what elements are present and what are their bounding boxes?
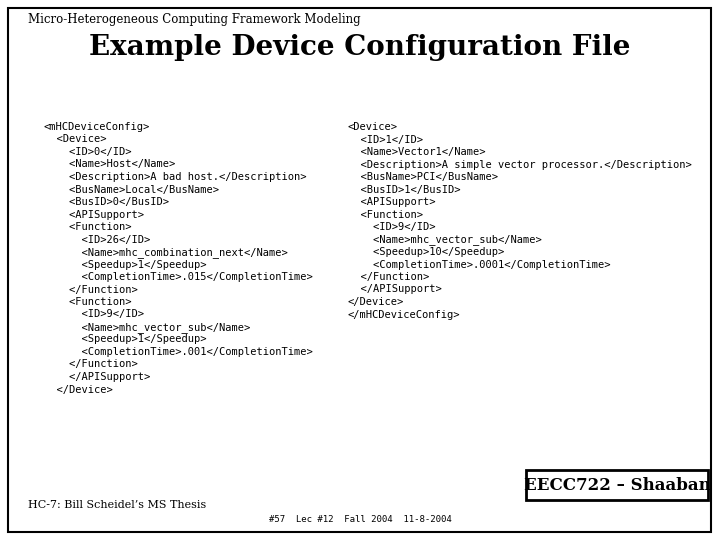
Text: </APISupport>: </APISupport> (44, 372, 150, 382)
Text: <Name>mhc_combination_next</Name>: <Name>mhc_combination_next</Name> (44, 247, 288, 258)
Text: </Function>: </Function> (44, 285, 138, 294)
Text: <Description>A simple vector processor.</Description>: <Description>A simple vector processor.<… (348, 159, 692, 170)
Text: <Function>: <Function> (348, 210, 423, 219)
Text: <Device>: <Device> (44, 134, 107, 145)
Text: <APISupport>: <APISupport> (348, 197, 436, 207)
Text: <Speedup>1</Speedup>: <Speedup>1</Speedup> (44, 334, 207, 345)
FancyBboxPatch shape (8, 8, 711, 532)
Text: <CompletionTime>.015</CompletionTime>: <CompletionTime>.015</CompletionTime> (44, 272, 312, 282)
Text: Example Device Configuration File: Example Device Configuration File (89, 34, 631, 61)
Text: <BusID>0</BusID>: <BusID>0</BusID> (44, 197, 169, 207)
FancyBboxPatch shape (526, 470, 708, 500)
Text: <Name>Host</Name>: <Name>Host</Name> (44, 159, 175, 170)
Text: <Name>Vector1</Name>: <Name>Vector1</Name> (348, 147, 485, 157)
Text: <Speedup>10</Speedup>: <Speedup>10</Speedup> (348, 247, 504, 257)
Text: <ID>0</ID>: <ID>0</ID> (44, 147, 132, 157)
Text: </Function>: </Function> (348, 272, 429, 282)
Text: <BusName>PCI</BusName>: <BusName>PCI</BusName> (348, 172, 498, 182)
Text: <Description>A bad host.</Description>: <Description>A bad host.</Description> (44, 172, 307, 182)
Text: <Speedup>1</Speedup>: <Speedup>1</Speedup> (44, 260, 207, 269)
Text: <Function>: <Function> (44, 222, 132, 232)
Text: <ID>9</ID>: <ID>9</ID> (348, 222, 436, 232)
Text: HC-7: Bill Scheidel’s MS Thesis: HC-7: Bill Scheidel’s MS Thesis (28, 500, 206, 510)
Text: <Name>mhc_vector_sub</Name>: <Name>mhc_vector_sub</Name> (44, 322, 251, 333)
Text: </Device>: </Device> (348, 297, 404, 307)
Text: <BusName>Local</BusName>: <BusName>Local</BusName> (44, 185, 219, 194)
Text: Micro-Heterogeneous Computing Framework Modeling: Micro-Heterogeneous Computing Framework … (28, 13, 361, 26)
Text: <Device>: <Device> (348, 122, 398, 132)
Text: #57  Lec #12  Fall 2004  11-8-2004: #57 Lec #12 Fall 2004 11-8-2004 (269, 515, 451, 524)
Text: <Name>mhc_vector_sub</Name>: <Name>mhc_vector_sub</Name> (348, 234, 541, 245)
Text: EECC722 – Shaaban: EECC722 – Shaaban (523, 476, 711, 494)
Text: </Device>: </Device> (44, 384, 113, 395)
Text: <CompletionTime>.001</CompletionTime>: <CompletionTime>.001</CompletionTime> (44, 347, 312, 357)
Text: <BusID>1</BusID>: <BusID>1</BusID> (348, 185, 461, 194)
Text: <ID>26</ID>: <ID>26</ID> (44, 234, 150, 245)
Text: </Function>: </Function> (44, 360, 138, 369)
Text: <APISupport>: <APISupport> (44, 210, 144, 219)
Text: </APISupport>: </APISupport> (348, 285, 442, 294)
Text: <ID>1</ID>: <ID>1</ID> (348, 134, 423, 145)
Text: <mHCDeviceConfig>: <mHCDeviceConfig> (44, 122, 150, 132)
Text: </mHCDeviceConfig>: </mHCDeviceConfig> (348, 309, 461, 320)
Text: <ID>9</ID>: <ID>9</ID> (44, 309, 144, 320)
Text: <Function>: <Function> (44, 297, 132, 307)
Text: <CompletionTime>.0001</CompletionTime>: <CompletionTime>.0001</CompletionTime> (348, 260, 611, 269)
